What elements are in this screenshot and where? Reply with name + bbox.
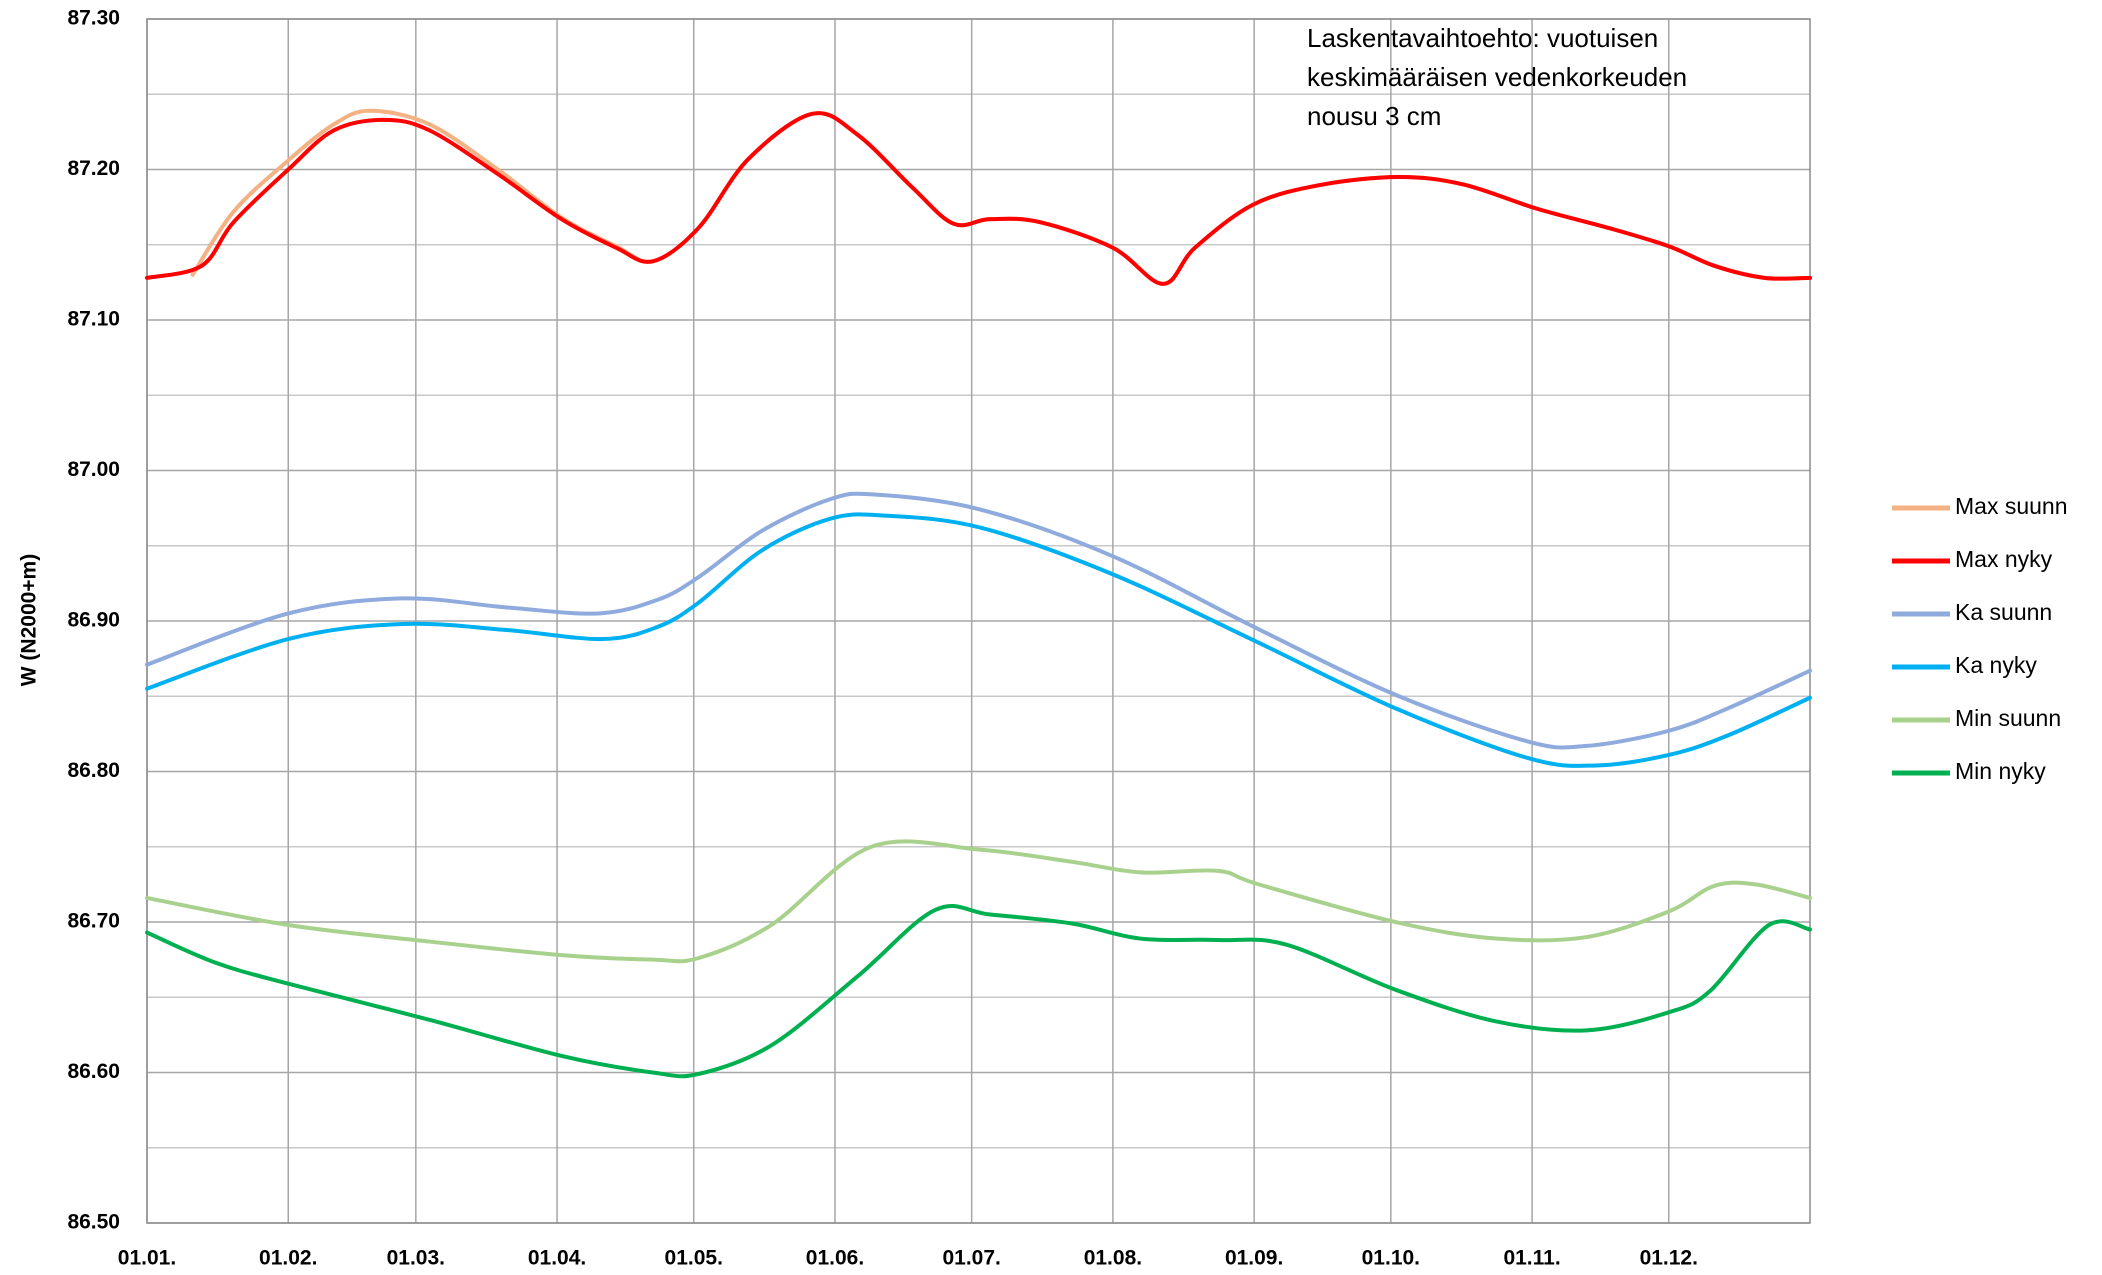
legend-label: Min suunn bbox=[1955, 705, 2061, 731]
x-tick-label: 01.07. bbox=[942, 1247, 1000, 1270]
x-tick-label: 01.01. bbox=[118, 1247, 176, 1270]
y-tick-label: 86.50 bbox=[67, 1211, 120, 1234]
x-tick-label: 01.08. bbox=[1084, 1247, 1142, 1270]
x-tick-label: 01.10. bbox=[1362, 1247, 1420, 1270]
y-tick-label: 86.70 bbox=[67, 910, 120, 933]
legend-label: Ka suunn bbox=[1955, 599, 2052, 625]
y-axis-label: W (N2000+m) bbox=[18, 554, 41, 686]
series-line bbox=[145, 904, 1812, 1079]
legend-label: Max suunn bbox=[1955, 493, 2068, 519]
x-tick-label: 01.09. bbox=[1225, 1247, 1283, 1270]
annotation: Laskentavaihtoehto: vuotuisen bbox=[1307, 23, 1658, 53]
legend-label: Min nyky bbox=[1955, 758, 2046, 784]
x-tick-label: 01.02. bbox=[259, 1247, 317, 1270]
legend-label: Ka nyky bbox=[1955, 652, 2037, 678]
series-line bbox=[145, 512, 1812, 768]
y-tick-label: 86.90 bbox=[67, 609, 120, 632]
y-tick-label: 87.10 bbox=[67, 308, 120, 331]
annotation: keskimääräisen vedenkorkeuden bbox=[1307, 62, 1687, 92]
annotation: nousu 3 cm bbox=[1307, 101, 1441, 131]
y-tick-label: 87.30 bbox=[67, 7, 120, 30]
x-tick-label: 01.03. bbox=[387, 1247, 445, 1270]
series-line bbox=[145, 839, 1812, 964]
series-line bbox=[145, 491, 1812, 750]
legend-label: Max nyky bbox=[1955, 546, 2053, 572]
plot-frame bbox=[146, 18, 1811, 1224]
x-tick-label: 01.05. bbox=[665, 1247, 723, 1270]
x-tick-label: 01.11. bbox=[1503, 1247, 1560, 1270]
y-tick-label: 87.20 bbox=[67, 157, 120, 180]
x-tick-label: 01.04. bbox=[528, 1247, 586, 1270]
y-tick-label: 86.80 bbox=[67, 759, 120, 782]
x-tick-label: 01.06. bbox=[806, 1247, 864, 1270]
series-line bbox=[145, 111, 1812, 286]
x-tick-label: 01.12. bbox=[1640, 1247, 1698, 1270]
y-tick-label: 87.00 bbox=[67, 458, 120, 481]
series-line bbox=[190, 108, 1812, 286]
y-tick-label: 86.60 bbox=[67, 1060, 120, 1083]
